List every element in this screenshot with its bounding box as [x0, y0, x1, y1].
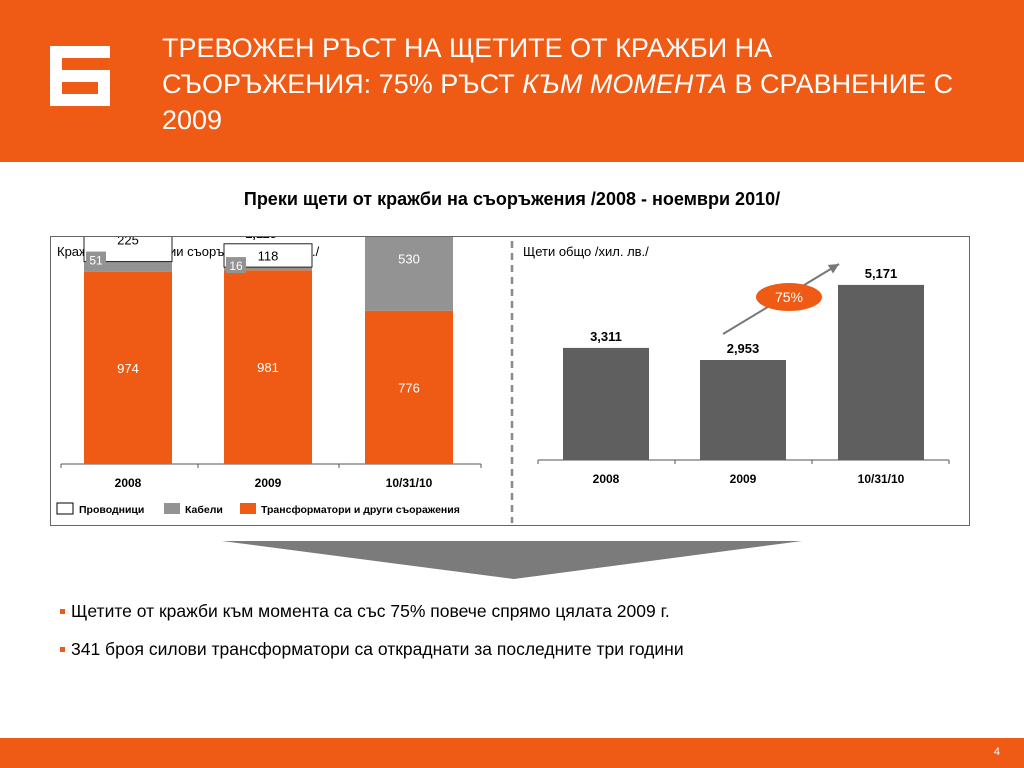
x-tick-label: 2008: [115, 476, 142, 490]
bullet-text: 341 броя силови трансформатори са открад…: [71, 639, 684, 659]
data-label: 2,953: [727, 341, 760, 356]
chart-subtitle: Преки щети от кражби на съоръжения /2008…: [243, 189, 781, 209]
x-tick-label: 10/31/10: [858, 472, 905, 486]
bar-cables: [84, 261, 172, 272]
bullet-text: Щетите от кражби към момента са със 75% …: [71, 601, 670, 621]
legend-label: Трансформатори и други съоражения: [261, 504, 460, 516]
growth-badge-label: 75%: [775, 289, 803, 305]
bullet-list: Щетите от кражби към момента са със 75% …: [60, 601, 980, 677]
bullet-icon: [60, 609, 65, 614]
data-label: 3,311: [590, 329, 622, 344]
bar-total: [838, 284, 924, 460]
x-tick-label: 2009: [730, 472, 757, 486]
list-item: Щетите от кражби към момента са със 75% …: [60, 601, 980, 622]
header-bar: ТРЕВОЖЕН РЪСТ НА ЩЕТИТЕ ОТ КРАЖБИ НА СЪО…: [0, 0, 1024, 162]
data-label-box: [86, 251, 106, 268]
data-label: 225: [117, 237, 139, 247]
legend-label: Кабели: [185, 504, 223, 516]
data-label: 530: [398, 251, 420, 266]
x-tick-label: 2009: [255, 476, 282, 490]
bullet-icon: [60, 647, 65, 652]
bar-cables: [365, 237, 453, 311]
bar-total: [700, 360, 786, 460]
data-label: 776: [398, 380, 420, 395]
legend-swatch: [164, 503, 180, 514]
legend-label: Проводници: [79, 504, 144, 516]
data-label: 974: [117, 361, 139, 376]
legend-swatch: [240, 503, 256, 514]
page-number: 4: [993, 746, 1000, 758]
total-label: 1,115: [245, 237, 277, 241]
bar-transformers: [365, 310, 453, 464]
bar-cables: [224, 267, 312, 271]
footer-bar: 4: [0, 738, 1024, 768]
data-label-box: [226, 257, 246, 274]
x-tick-label: 10/31/10: [386, 476, 433, 490]
charts-panel: Кражби по категории съоръжения /хил. лв.…: [50, 236, 970, 526]
chart-title: Щети общо /хил. лв./: [523, 244, 649, 259]
data-label: 5,171: [865, 266, 898, 281]
data-label: 51: [89, 254, 103, 268]
list-item: 341 броя силови трансформатори са открад…: [60, 639, 980, 660]
arrow-head-icon: [827, 264, 839, 274]
bar-total: [563, 347, 649, 460]
page-title: ТРЕВОЖЕН РЪСТ НА ЩЕТИТЕ ОТ КРАЖБИ НА СЪО…: [162, 33, 954, 135]
data-label: 16: [229, 259, 243, 273]
x-tick-label: 2008: [593, 472, 620, 486]
growth-badge: [756, 283, 822, 312]
legend-swatch: [56, 502, 74, 515]
chevron-down-icon: [222, 541, 802, 579]
charts-canvas: Кражби по категории съоръжения /хил. лв.…: [56, 237, 950, 523]
cez-logo-icon: [50, 46, 110, 106]
bar-transformers: [224, 270, 312, 464]
data-label: 118: [258, 248, 279, 263]
bar-transformers: [84, 271, 172, 464]
data-label: 981: [257, 360, 279, 375]
